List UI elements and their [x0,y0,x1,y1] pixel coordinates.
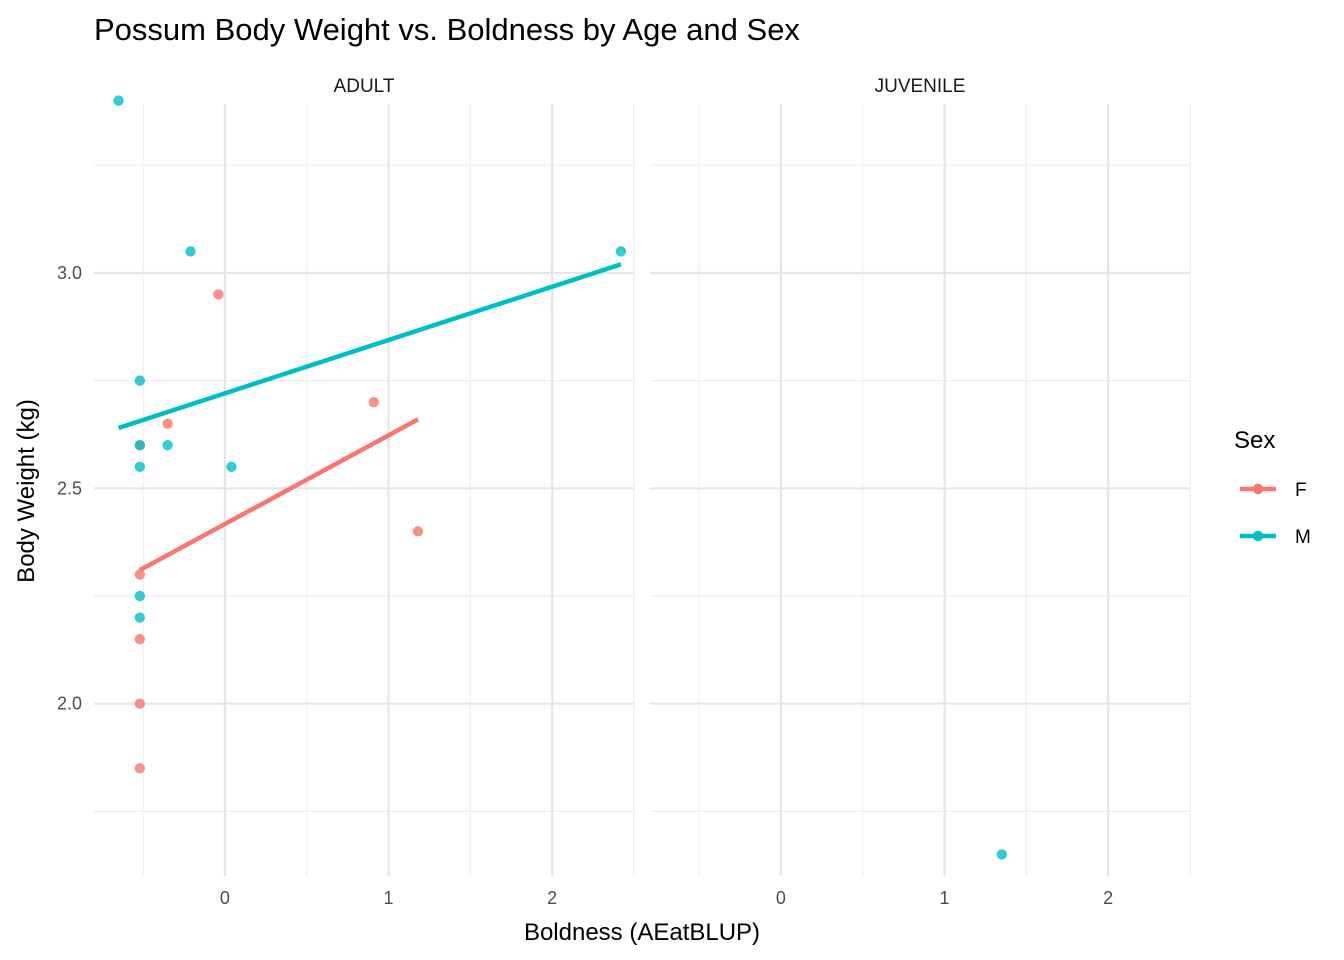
data-point-m [162,440,173,451]
legend-key-point [1252,530,1264,542]
legend-title: Sex [1234,427,1275,454]
x-axis-title: Boldness (AEatBLUP) [524,919,760,946]
data-point-f [162,418,173,429]
facet-panel-adult: ADULT 0 1 2 2.0 2.5 3.0 [57,76,635,908]
data-point-f [412,526,424,537]
legend-entries: FM [1240,480,1311,548]
chart-title: Possum Body Weight vs. Boldness by Age a… [94,12,800,47]
trend-line-f [138,417,420,573]
y-tick-label: 2.5 [57,478,82,498]
data-point-m [615,246,627,257]
data-point-m [134,440,146,451]
data-point-m [134,461,146,472]
y-tick-label: 3.0 [57,263,82,283]
facet-strip-label: ADULT [334,76,395,97]
data-point-m [226,461,237,472]
data-point-f [134,569,146,580]
x-tick-label: 0 [776,888,786,908]
x-tick-label: 2 [1103,888,1113,908]
legend-label: F [1295,480,1307,501]
legend-entry-f: F [1240,480,1307,501]
data-point-m [134,612,146,623]
x-tick-label: 1 [940,888,950,908]
facet-strip-label: JUVENILE [875,76,966,97]
data-point-f [213,289,224,300]
data-point-f [134,633,146,645]
legend-label: M [1295,527,1311,548]
y-axis-title: Body Weight (kg) [13,399,40,583]
gridlines [94,104,635,876]
x-tick-label: 1 [384,888,394,908]
data-point-m [134,590,146,602]
facet-panels: ADULT 0 1 2 2.0 2.5 3.0 JUVENILE 0 1 2 [57,76,1191,908]
data-point-f [134,698,146,709]
data-point-f [368,396,380,408]
data-point-m [185,246,196,257]
trend-line-m [117,262,622,431]
data-point-m [113,95,124,106]
legend: Sex FM [1234,427,1311,548]
gridlines [650,104,1191,876]
data-point-m [996,849,1008,860]
data-point-m [134,375,146,386]
y-tick-label: 2.0 [57,694,82,714]
facet-panel-juvenile: JUVENILE 0 1 2 [650,76,1191,908]
legend-key-point [1252,483,1264,495]
x-tick-label: 2 [547,888,557,908]
legend-entry-m: M [1240,527,1311,548]
data-point-f [134,763,146,774]
x-tick-label: 0 [220,888,230,908]
